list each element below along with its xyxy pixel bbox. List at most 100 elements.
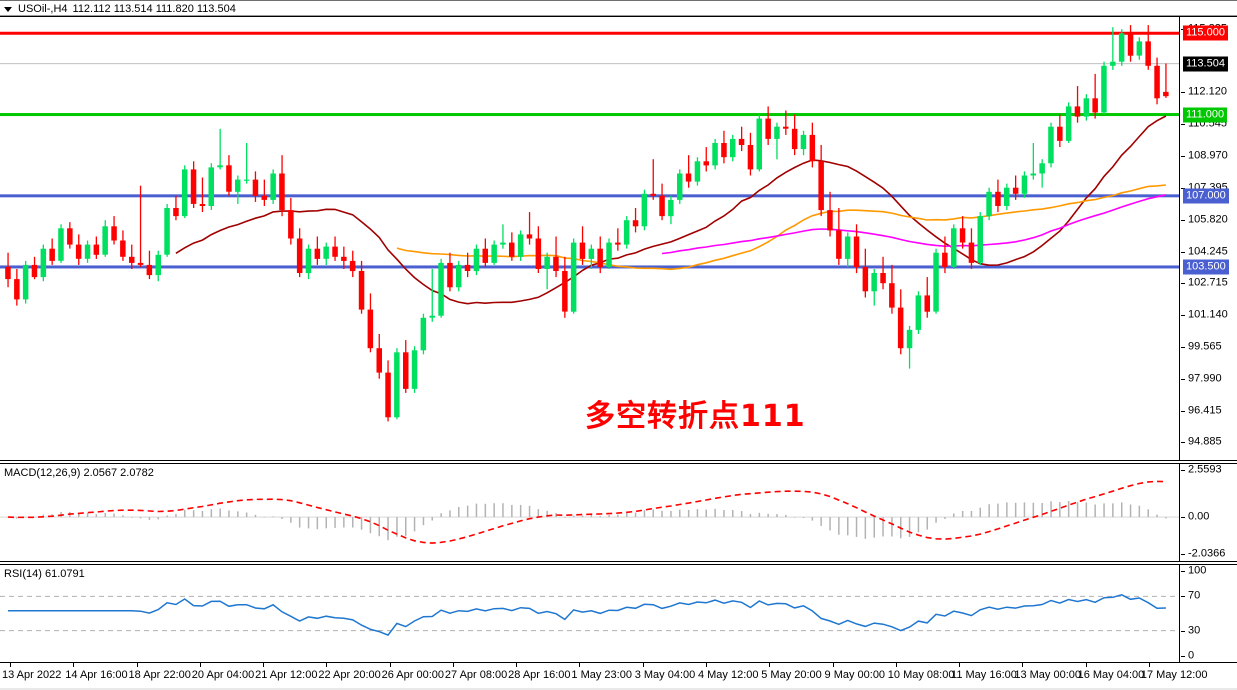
rsi-plot-area[interactable]: RSI(14) 61.0791: [0, 565, 1180, 662]
time-tick-mark: [642, 663, 644, 667]
price-tick-mark: [1181, 410, 1185, 412]
time-tick-label: 26 Apr 00:00: [381, 669, 444, 681]
time-tick-mark: [452, 663, 454, 667]
price-tick-mark: [1181, 314, 1185, 316]
time-tick-label: 9 May 00:00: [824, 669, 886, 681]
price-tick-mark: [1181, 442, 1185, 444]
price-badge: 111.000: [1183, 107, 1228, 123]
time-tick-label: 13 May 00:00: [1014, 669, 1081, 681]
price-plot-area[interactable]: 多空转折点111: [0, 17, 1180, 460]
price-tick-mark: [1181, 251, 1185, 253]
macd-layer: [0, 480, 1179, 544]
rsi-tick-label: 100: [1188, 564, 1207, 577]
rsi-tick-mark: [1181, 596, 1185, 598]
rsi-tick-label: 30: [1188, 624, 1201, 637]
macd-tick-label: 0.00: [1188, 510, 1210, 523]
price-tick-mark: [1181, 123, 1185, 125]
time-tick-label: 16 May 04:00: [1077, 669, 1145, 681]
macd-pane: MACD(12,26,9) 2.0567 2.0782 2.5593 0.00 -2…: [0, 463, 1237, 562]
macd-tick-mark: [1181, 470, 1185, 472]
price-tick-label: 110.545: [1188, 117, 1227, 130]
price-tick-mark: [1181, 219, 1185, 221]
time-tick-label: 28 Apr 16:00: [508, 669, 571, 681]
time-tick-mark: [579, 663, 581, 667]
time-tick-mark: [10, 663, 11, 667]
time-tick-label: 4 May 12:00: [697, 669, 759, 681]
price-tick-mark: [1181, 378, 1185, 380]
price-tick-mark: [1181, 346, 1185, 348]
symbol-info: USOil-,H4 112.112 113.514 111.820 113.50…: [4, 3, 236, 15]
macd-plot-area[interactable]: MACD(12,26,9) 2.0567 2.0782: [0, 464, 1180, 561]
ohlc-values: 112.112 113.514 111.820 113.504: [72, 3, 236, 15]
price-tick-label: 105.820: [1188, 213, 1228, 226]
time-tick-label: 27 Apr 08:00: [444, 669, 508, 681]
time-tick-mark: [705, 663, 707, 667]
time-tick-mark: [959, 663, 961, 667]
caret-down-icon[interactable]: [4, 6, 12, 12]
price-badge: 107.000: [1183, 188, 1229, 204]
price-tick-label: 102.715: [1188, 276, 1228, 289]
time-tick-label: 1 May 23:00: [571, 669, 632, 681]
time-tick-label: 17 May 12:00: [1140, 669, 1208, 681]
time-tick-mark: [516, 663, 518, 667]
rsi-tick-label: 0: [1188, 649, 1195, 662]
time-tick-mark: [832, 663, 834, 667]
time-tick-label: 18 Apr 22:00: [128, 669, 191, 681]
time-tick-mark: [1085, 663, 1087, 667]
macd-tick-mark: [1181, 517, 1185, 519]
macd-tick-label: 2.5593: [1188, 463, 1222, 476]
price-tick-label: 97.990: [1188, 372, 1222, 385]
rsi-axis: 100 70 30 0: [1181, 565, 1237, 662]
rsi-pane: RSI(14) 61.0791 100 70 30 0: [0, 564, 1237, 663]
time-tick-label: 14 Apr 16:00: [65, 669, 128, 681]
price-tick-mark: [1181, 155, 1185, 157]
rsi-title: RSI(14) 61.0791: [4, 568, 85, 580]
price-tick-label: 101.140: [1188, 308, 1228, 321]
price-tick-label: 108.970: [1188, 149, 1228, 162]
time-tick-mark: [326, 663, 328, 667]
time-tick-mark: [769, 663, 771, 667]
price-tick-mark: [1181, 187, 1185, 189]
price-axis[interactable]: 115.225112.120110.545108.970107.395105.8…: [1181, 17, 1237, 460]
price-tick-mark: [1181, 91, 1185, 93]
chart-annotation-text: 多空转折点111: [585, 399, 806, 434]
price-tick-label: 107.395: [1188, 181, 1228, 194]
price-tick-label: 99.565: [1188, 340, 1222, 353]
window-bottom-edge: [0, 688, 1237, 690]
price-tick-mark: [1181, 282, 1185, 284]
time-tick-label: 3 May 04:00: [634, 669, 696, 681]
chart-header-bar: USOil-,H4 112.112 113.514 111.820 113.50…: [0, 0, 1237, 16]
time-axis: 13 Apr 2022 14 Apr 16:00 18 Apr 22:00 20 Ap…: [0, 663, 1237, 690]
price-tick-label: 94.885: [1188, 435, 1222, 448]
time-tick-label: 10 May 08:00: [887, 669, 955, 681]
price-badge: 113.504: [1183, 56, 1228, 72]
time-tick-label: 20 Apr 04:00: [191, 669, 255, 681]
time-tick-label: 21 Apr 12:00: [255, 669, 318, 681]
rsi-tick-label: 70: [1188, 589, 1201, 602]
macd-tick-mark: [1181, 554, 1185, 556]
price-badge: 103.500: [1183, 259, 1229, 275]
macd-axis: 2.5593 0.00 -2.0366: [1181, 464, 1237, 561]
price-pane: 多空转折点111 115.225112.120110.545108.970107…: [0, 16, 1237, 461]
symbol-label: USOil-,H4: [18, 3, 68, 15]
time-tick-mark: [389, 663, 391, 667]
time-tick-label: 11 May 16:00: [951, 669, 1017, 681]
price-tick-label: 104.245: [1188, 245, 1228, 258]
time-tick-mark: [1148, 663, 1150, 667]
time-tick-label: 22 Apr 20:00: [318, 669, 381, 681]
time-tick-mark: [199, 663, 201, 667]
candlestick-layer: [0, 25, 1179, 422]
rsi-tick-mark: [1181, 630, 1185, 632]
time-tick-label: 13 Apr 2022: [2, 669, 62, 681]
rsi-tick-mark: [1181, 570, 1185, 572]
price-badge: 115.000: [1183, 25, 1228, 41]
time-tick-mark: [73, 663, 75, 667]
price-tick-label: 112.120: [1188, 85, 1227, 98]
time-tick-mark: [263, 663, 265, 667]
rsi-tick-mark: [1181, 656, 1185, 658]
time-tick-mark: [895, 663, 897, 667]
macd-tick-label: -2.0366: [1188, 547, 1226, 560]
time-tick-mark: [1022, 663, 1024, 667]
macd-title: MACD(12,26,9) 2.0567 2.0782: [4, 467, 154, 479]
